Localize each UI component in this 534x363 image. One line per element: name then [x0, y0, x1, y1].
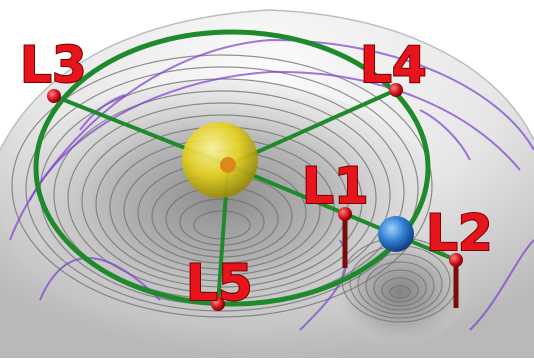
- small-well-contour: [381, 277, 419, 303]
- label-l2: L2: [426, 204, 493, 262]
- label-l3: L3: [20, 36, 87, 94]
- well-contour: [11, 54, 433, 318]
- l3-point-icon: [47, 89, 61, 103]
- well-contour: [81, 114, 363, 288]
- yellow-sphere-icon: [182, 122, 258, 198]
- well-contour: [25, 66, 419, 312]
- equipotential-curve: [39, 257, 161, 301]
- l2-point-icon: [449, 253, 463, 267]
- equipotential-curve: [79, 94, 126, 131]
- equipotential-curve: [419, 109, 471, 161]
- small-well-contour: [373, 269, 427, 307]
- small-well-contour: [389, 285, 411, 299]
- blue-sphere-icon: [378, 216, 414, 252]
- equipotential-curve: [29, 70, 521, 201]
- small-well-contour: [365, 261, 435, 311]
- small-well-contour: [357, 253, 443, 315]
- center-dot: [220, 157, 236, 173]
- label-l4: L4: [360, 36, 427, 94]
- l4-point-icon: [389, 83, 403, 97]
- label-l1: L1: [302, 157, 369, 215]
- well-contour: [67, 102, 377, 294]
- l1-point-icon: [338, 207, 352, 221]
- surface-edge: [0, 9, 534, 151]
- equipotential-curve: [9, 38, 534, 241]
- orbit-ellipse: [33, 29, 431, 307]
- l5-point-icon: [211, 297, 225, 311]
- label-l5: L5: [186, 254, 253, 312]
- equipotential-curve: [469, 239, 534, 331]
